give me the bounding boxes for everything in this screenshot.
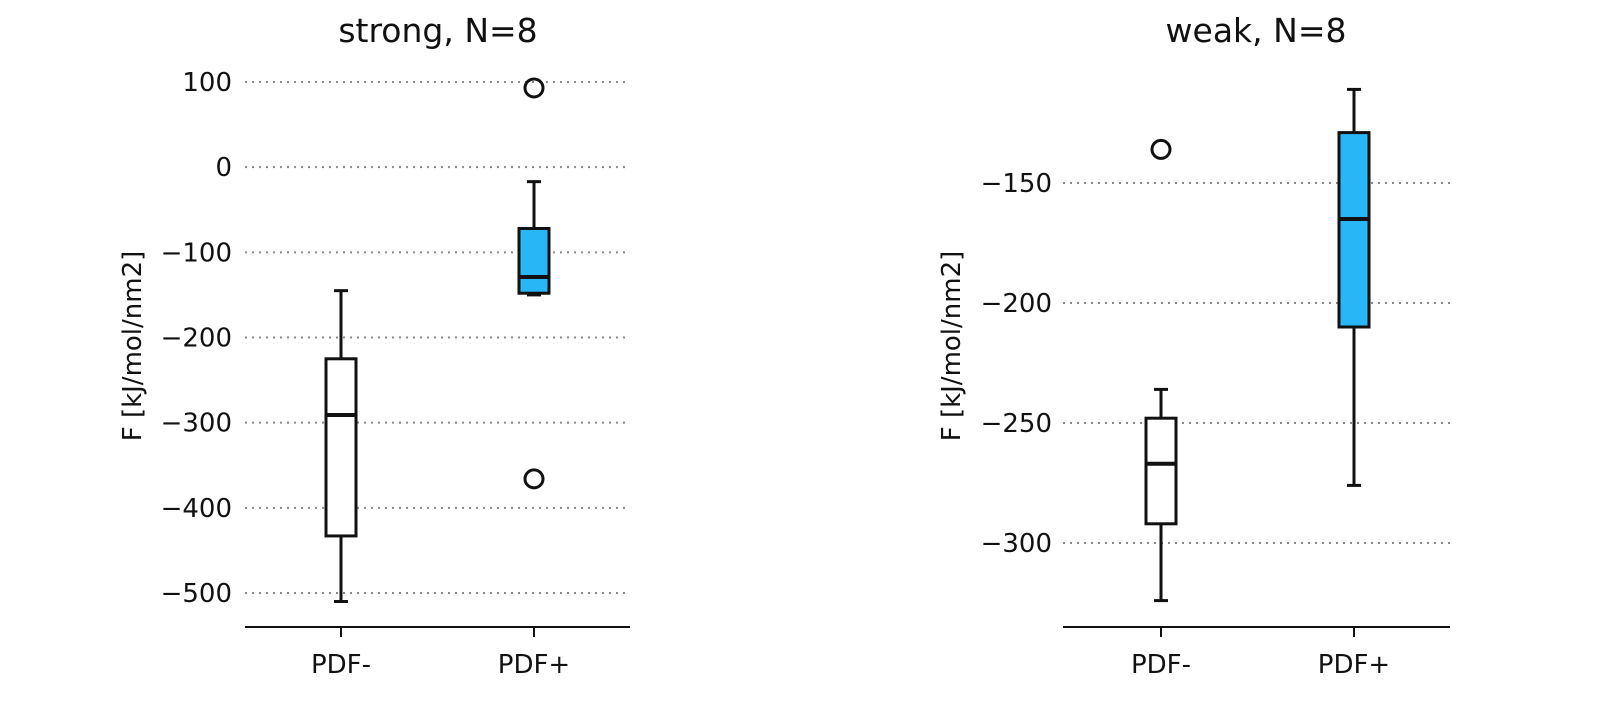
y-tick-label-strong: −100 (161, 238, 232, 268)
y-tick-label-weak: −250 (981, 409, 1052, 439)
box-iqr (1337, 131, 1371, 329)
outlier-point (523, 468, 545, 490)
y-tick-label-strong: −400 (161, 494, 232, 524)
box-iqr (1144, 416, 1178, 526)
outlier-point (523, 77, 545, 99)
y-tick-label-strong: 0 (215, 153, 232, 183)
y-tick-label-strong: 100 (182, 68, 232, 98)
y-tick-label-weak: −300 (981, 529, 1052, 559)
y-axis-label-strong: F [kJ/mol/nm2] (118, 251, 148, 442)
boxplot-weak-pdf-minus (1144, 138, 1178, 603)
x-tick-label-weak: PDF+ (1318, 650, 1390, 680)
y-tick-label-weak: −200 (981, 289, 1052, 319)
panel-strong: strong, N=8 F [kJ/mol/nm2] 100 0 −100 −200 −… (118, 11, 630, 680)
y-tick-label-weak: −150 (981, 169, 1052, 199)
y-tick-label-strong: −300 (161, 409, 232, 439)
chart-title-strong: strong, N=8 (338, 11, 537, 50)
x-tick-label-strong: PDF+ (498, 650, 570, 680)
box-iqr (324, 357, 358, 538)
y-tick-label-strong: −200 (161, 324, 232, 354)
panel-weak: weak, N=8 F [kJ/mol/nm2] −150 −200 −250 −30… (937, 11, 1450, 680)
y-tick-label-strong: −500 (161, 579, 232, 609)
box-iqr (517, 226, 551, 295)
y-axis-label-weak: F [kJ/mol/nm2] (937, 251, 967, 442)
x-tick-label-strong: PDF- (311, 650, 371, 680)
outlier-point (1150, 138, 1172, 160)
chart-title-weak: weak, N=8 (1166, 11, 1347, 50)
boxplot-weak-pdf-plus (1337, 87, 1371, 487)
x-tick-label-weak: PDF- (1131, 650, 1191, 680)
boxplot-strong-pdf-plus (517, 77, 551, 490)
boxplot-strong-pdf-minus (324, 289, 358, 604)
